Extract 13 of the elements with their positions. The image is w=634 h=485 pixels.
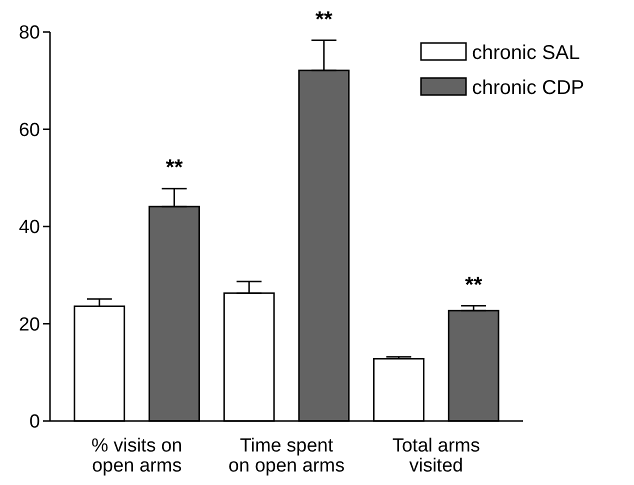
x-tick-label: Total arms visited [392,436,480,477]
x-tick-label: % visits on open arms [91,436,182,477]
y-tick-label: 60 [18,120,40,141]
y-tick-label: 80 [18,22,40,44]
legend-label: chronic SAL [472,42,580,64]
legend-label: chronic CDP [472,77,584,99]
y-tick-label: 40 [18,217,40,238]
y-tick-label: 0 [29,412,40,433]
text: ** [315,6,333,32]
annotation: ** [166,154,184,180]
annotation: ** [465,272,483,297]
x-tick-label: Time spent on open arms [228,436,345,477]
y-tick-label: 20 [18,314,40,336]
